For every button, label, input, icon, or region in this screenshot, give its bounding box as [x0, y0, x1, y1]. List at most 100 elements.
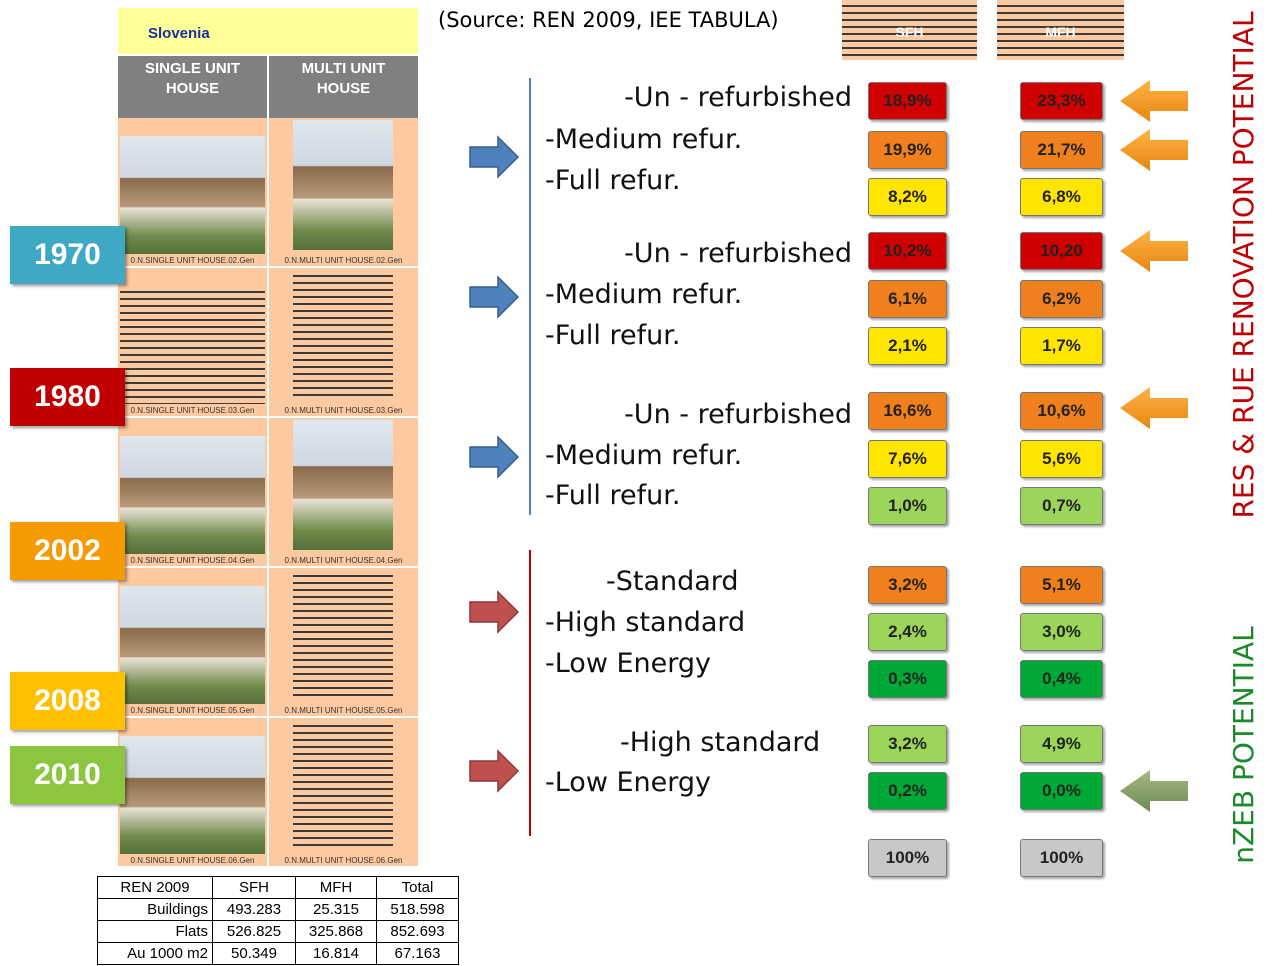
total-box: 100% [1020, 839, 1103, 877]
side-label: nZEB POTENTIAL [1223, 610, 1263, 880]
value-box: 0,0% [1020, 772, 1103, 810]
value-box: 0,7% [1020, 487, 1103, 525]
value-box: 0,2% [868, 772, 947, 810]
table-cell: 25.315 [296, 899, 377, 921]
column-header: MULTI UNIT HOUSE [269, 56, 418, 118]
table-cell: Au 1000 m2 [98, 943, 213, 965]
table-cell: Total [377, 877, 459, 899]
table-cell: 852.693 [377, 921, 459, 943]
value-box: 16,6% [868, 392, 947, 430]
value-box: 5,1% [1020, 566, 1103, 604]
photo [293, 570, 393, 700]
value-box: 5,6% [1020, 440, 1103, 478]
photo [293, 270, 393, 400]
group-arrow [470, 437, 518, 477]
row-label: -Un - refurbished [624, 399, 852, 430]
slide: SloveniaSINGLE UNIT HOUSEMULTI UNIT HOUS… [0, 0, 1275, 966]
value-box: 0,3% [868, 660, 947, 698]
photo [120, 436, 265, 554]
total-box: 100% [868, 839, 947, 877]
table-cell: SFH [213, 877, 296, 899]
row-label: -Medium refur. [545, 124, 742, 155]
year-label: 1980 [10, 368, 125, 426]
value-box: 0,4% [1020, 660, 1103, 698]
table-cell: MFH [296, 877, 377, 899]
value-box: 3,0% [1020, 613, 1103, 651]
value-box: 3,2% [868, 566, 947, 604]
value-box: 23,3% [1020, 82, 1103, 120]
group-arrow [470, 592, 518, 632]
photo [293, 120, 393, 250]
value-box: 8,2% [868, 178, 947, 216]
value-box: 18,9% [868, 82, 947, 120]
value-box: 4,9% [1020, 725, 1103, 763]
photo [120, 736, 265, 854]
row-label: -Medium refur. [545, 440, 742, 471]
photo-caption: 0.N.MULTI UNIT HOUSE.03.Gen [269, 406, 418, 415]
value-box: 2,4% [868, 613, 947, 651]
value-box: 21,7% [1020, 131, 1103, 169]
table-cell: 493.283 [213, 899, 296, 921]
pointer-arrow [1120, 80, 1188, 812]
row-label: -High standard [545, 607, 745, 638]
value-box: 10,6% [1020, 392, 1103, 430]
year-label: 2002 [10, 522, 125, 580]
value-box: 10,2% [868, 232, 947, 270]
group-arrow [470, 137, 518, 177]
photo-caption: 0.N.SINGLE UNIT HOUSE.06.Gen [118, 856, 267, 865]
year-label: 2010 [10, 746, 125, 804]
row-label: -High standard [620, 727, 820, 758]
row-label: -Full refur. [545, 480, 680, 511]
row-label: -Un - refurbished [624, 238, 852, 269]
row-label: -Un - refurbished [624, 82, 852, 113]
photo-caption: 0.N.MULTI UNIT HOUSE.06.Gen [269, 856, 418, 865]
photo-caption: 0.N.SINGLE UNIT HOUSE.02.Gen [118, 256, 267, 265]
photo [120, 136, 265, 254]
photo [293, 420, 393, 550]
table-cell: 16.814 [296, 943, 377, 965]
table-cell: Flats [98, 921, 213, 943]
photo [293, 720, 393, 850]
photo-caption: 0.N.SINGLE UNIT HOUSE.05.Gen [118, 706, 267, 715]
row-label: -Low Energy [545, 648, 711, 679]
side-label: RES & RUE RENOVATION POTENTIAL [1223, 25, 1263, 505]
value-box: 1,7% [1020, 327, 1103, 365]
value-box: 6,2% [1020, 280, 1103, 318]
row-label: -Full refur. [545, 165, 680, 196]
table-cell: 50.349 [213, 943, 296, 965]
year-label: 2008 [10, 672, 125, 730]
group-arrow [470, 277, 518, 317]
table-cell: 526.825 [213, 921, 296, 943]
value-box: 7,6% [868, 440, 947, 478]
value-box: 6,8% [1020, 178, 1103, 216]
row-label: -Full refur. [545, 320, 680, 351]
table-cell: 518.598 [377, 899, 459, 921]
photo [120, 586, 265, 704]
row-label: -Standard [606, 566, 739, 597]
value-box: 6,1% [868, 280, 947, 318]
value-box: 3,2% [868, 725, 947, 763]
photo-caption: 0.N.MULTI UNIT HOUSE.02.Gen [269, 256, 418, 265]
group-arrow [470, 751, 518, 791]
column-icon: SFH [842, 0, 977, 60]
column-icon: MFH [997, 0, 1124, 60]
table-cell: Buildings [98, 899, 213, 921]
table-cell: 67.163 [377, 943, 459, 965]
photo-caption: 0.N.SINGLE UNIT HOUSE.03.Gen [118, 406, 267, 415]
photo-caption: 0.N.SINGLE UNIT HOUSE.04.Gen [118, 556, 267, 565]
column-header: SINGLE UNIT HOUSE [118, 56, 267, 118]
photo-caption: 0.N.MULTI UNIT HOUSE.05.Gen [269, 706, 418, 715]
row-label: -Low Energy [545, 767, 711, 798]
table-cell: 325.868 [296, 921, 377, 943]
table-cell: REN 2009 [98, 877, 213, 899]
country-title: Slovenia [118, 8, 418, 54]
value-box: 10,20 [1020, 232, 1103, 270]
year-label: 1970 [10, 226, 125, 284]
row-label: -Medium refur. [545, 279, 742, 310]
